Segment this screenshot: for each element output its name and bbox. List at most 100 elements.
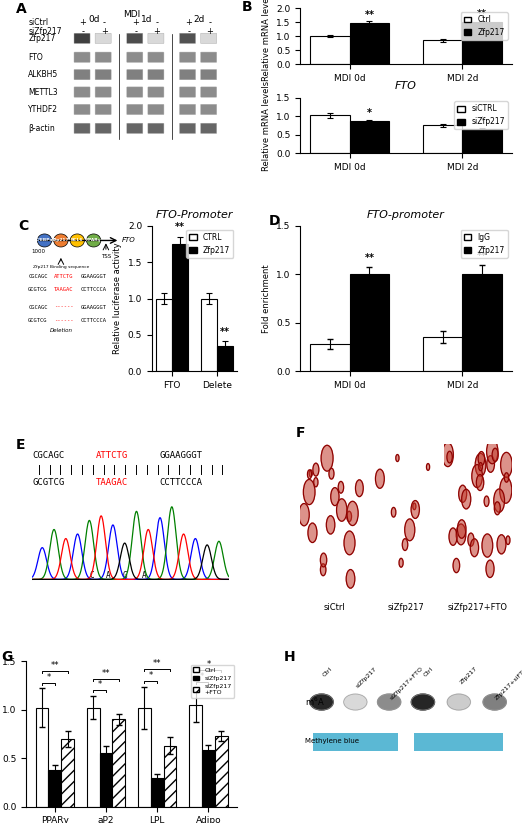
Text: *: * bbox=[200, 672, 204, 681]
Text: **: ** bbox=[364, 253, 374, 263]
Bar bbox=[61, 739, 74, 807]
Circle shape bbox=[402, 539, 408, 551]
Bar bbox=[215, 736, 228, 807]
Circle shape bbox=[472, 465, 482, 487]
Text: FTO: FTO bbox=[122, 238, 136, 244]
Bar bbox=[151, 778, 163, 807]
Circle shape bbox=[506, 536, 510, 545]
Circle shape bbox=[447, 451, 452, 463]
Text: Ctrl: Ctrl bbox=[322, 666, 333, 677]
Text: BCL6: BCL6 bbox=[71, 239, 84, 243]
FancyBboxPatch shape bbox=[200, 52, 217, 63]
FancyBboxPatch shape bbox=[127, 87, 143, 97]
Bar bbox=[201, 299, 217, 371]
Text: -: - bbox=[134, 27, 137, 36]
FancyBboxPatch shape bbox=[74, 33, 90, 44]
Text: G: G bbox=[123, 571, 127, 580]
Text: CCTTCCCA: CCTTCCCA bbox=[159, 478, 202, 487]
Text: siZfp217: siZfp217 bbox=[388, 603, 424, 612]
Text: 1d: 1d bbox=[140, 16, 152, 25]
Circle shape bbox=[442, 443, 453, 467]
Circle shape bbox=[459, 486, 467, 502]
Circle shape bbox=[494, 502, 500, 514]
FancyBboxPatch shape bbox=[74, 87, 90, 97]
Text: siCtrl: siCtrl bbox=[323, 603, 345, 612]
Circle shape bbox=[478, 452, 484, 466]
Circle shape bbox=[331, 487, 339, 505]
Text: Zfp217 Binding sequence: Zfp217 Binding sequence bbox=[33, 265, 89, 269]
Circle shape bbox=[405, 519, 415, 541]
FancyBboxPatch shape bbox=[95, 52, 111, 63]
Text: Zfp217: Zfp217 bbox=[28, 34, 55, 43]
Text: *: * bbox=[206, 660, 210, 669]
Bar bbox=[462, 274, 502, 371]
Text: **: ** bbox=[220, 327, 230, 337]
Circle shape bbox=[329, 468, 334, 479]
Legend: CTRL, Zfp217: CTRL, Zfp217 bbox=[186, 230, 233, 258]
FancyBboxPatch shape bbox=[180, 33, 196, 44]
Bar bbox=[462, 129, 502, 153]
FancyBboxPatch shape bbox=[200, 123, 217, 133]
FancyBboxPatch shape bbox=[127, 52, 143, 63]
Text: -: - bbox=[208, 18, 211, 27]
FancyBboxPatch shape bbox=[180, 87, 196, 97]
Text: β-actin: β-actin bbox=[28, 123, 55, 133]
Circle shape bbox=[399, 558, 403, 567]
Text: PPARγ: PPARγ bbox=[86, 239, 101, 243]
Ellipse shape bbox=[70, 234, 85, 247]
Bar bbox=[112, 719, 125, 807]
Text: -: - bbox=[156, 18, 159, 27]
Text: +: + bbox=[80, 18, 87, 27]
FancyBboxPatch shape bbox=[180, 105, 196, 114]
Bar bbox=[423, 40, 462, 64]
Text: -: - bbox=[81, 27, 85, 36]
Text: -: - bbox=[103, 18, 105, 27]
Text: TAAGAC: TAAGAC bbox=[54, 287, 73, 292]
Bar bbox=[35, 708, 49, 807]
FancyBboxPatch shape bbox=[95, 69, 111, 80]
Bar bbox=[313, 732, 398, 751]
Circle shape bbox=[303, 480, 315, 504]
Bar bbox=[163, 746, 176, 807]
Circle shape bbox=[449, 528, 457, 546]
Bar bbox=[462, 22, 502, 64]
Circle shape bbox=[313, 463, 319, 476]
Text: siCtrl: siCtrl bbox=[28, 18, 49, 27]
Title: FTO: FTO bbox=[395, 81, 417, 91]
Text: **: ** bbox=[175, 222, 185, 232]
Text: B: B bbox=[241, 0, 252, 14]
Text: GCGTCG: GCGTCG bbox=[28, 318, 48, 323]
Circle shape bbox=[457, 520, 466, 538]
Circle shape bbox=[392, 508, 396, 517]
Text: **: ** bbox=[477, 9, 487, 19]
Text: CGCAGC: CGCAGC bbox=[28, 274, 48, 279]
Circle shape bbox=[344, 694, 367, 710]
Text: siZfp217+FTO: siZfp217+FTO bbox=[389, 666, 424, 701]
Text: **: ** bbox=[477, 251, 487, 261]
Text: Zfp217: Zfp217 bbox=[459, 666, 478, 685]
FancyBboxPatch shape bbox=[180, 123, 196, 133]
Bar bbox=[202, 751, 215, 807]
Text: TAAGAC: TAAGAC bbox=[96, 478, 128, 487]
FancyBboxPatch shape bbox=[127, 105, 143, 114]
Text: Zfp217: Zfp217 bbox=[52, 239, 69, 243]
Text: ALKBH5: ALKBH5 bbox=[28, 70, 58, 79]
Y-axis label: Fold enrichment: Fold enrichment bbox=[262, 264, 271, 332]
Text: A: A bbox=[106, 571, 111, 580]
Text: Methylene blue: Methylene blue bbox=[305, 738, 359, 744]
FancyBboxPatch shape bbox=[180, 69, 196, 80]
Ellipse shape bbox=[54, 234, 68, 247]
Text: **: ** bbox=[153, 659, 161, 668]
Text: **: ** bbox=[102, 669, 110, 678]
Bar bbox=[310, 344, 350, 371]
FancyBboxPatch shape bbox=[74, 52, 90, 63]
Title: FTO-Promoter: FTO-Promoter bbox=[156, 210, 233, 220]
FancyBboxPatch shape bbox=[200, 33, 217, 44]
Text: GGAAGGGT: GGAAGGGT bbox=[159, 451, 202, 460]
FancyBboxPatch shape bbox=[74, 123, 90, 133]
Circle shape bbox=[347, 501, 358, 526]
Legend: Ctrl, Zfp217: Ctrl, Zfp217 bbox=[460, 12, 508, 40]
FancyBboxPatch shape bbox=[200, 105, 217, 114]
Text: 2d: 2d bbox=[194, 16, 205, 25]
Legend: Ctrl, siZfp217, siZfp217
+FTO: Ctrl, siZfp217, siZfp217 +FTO bbox=[191, 664, 234, 698]
